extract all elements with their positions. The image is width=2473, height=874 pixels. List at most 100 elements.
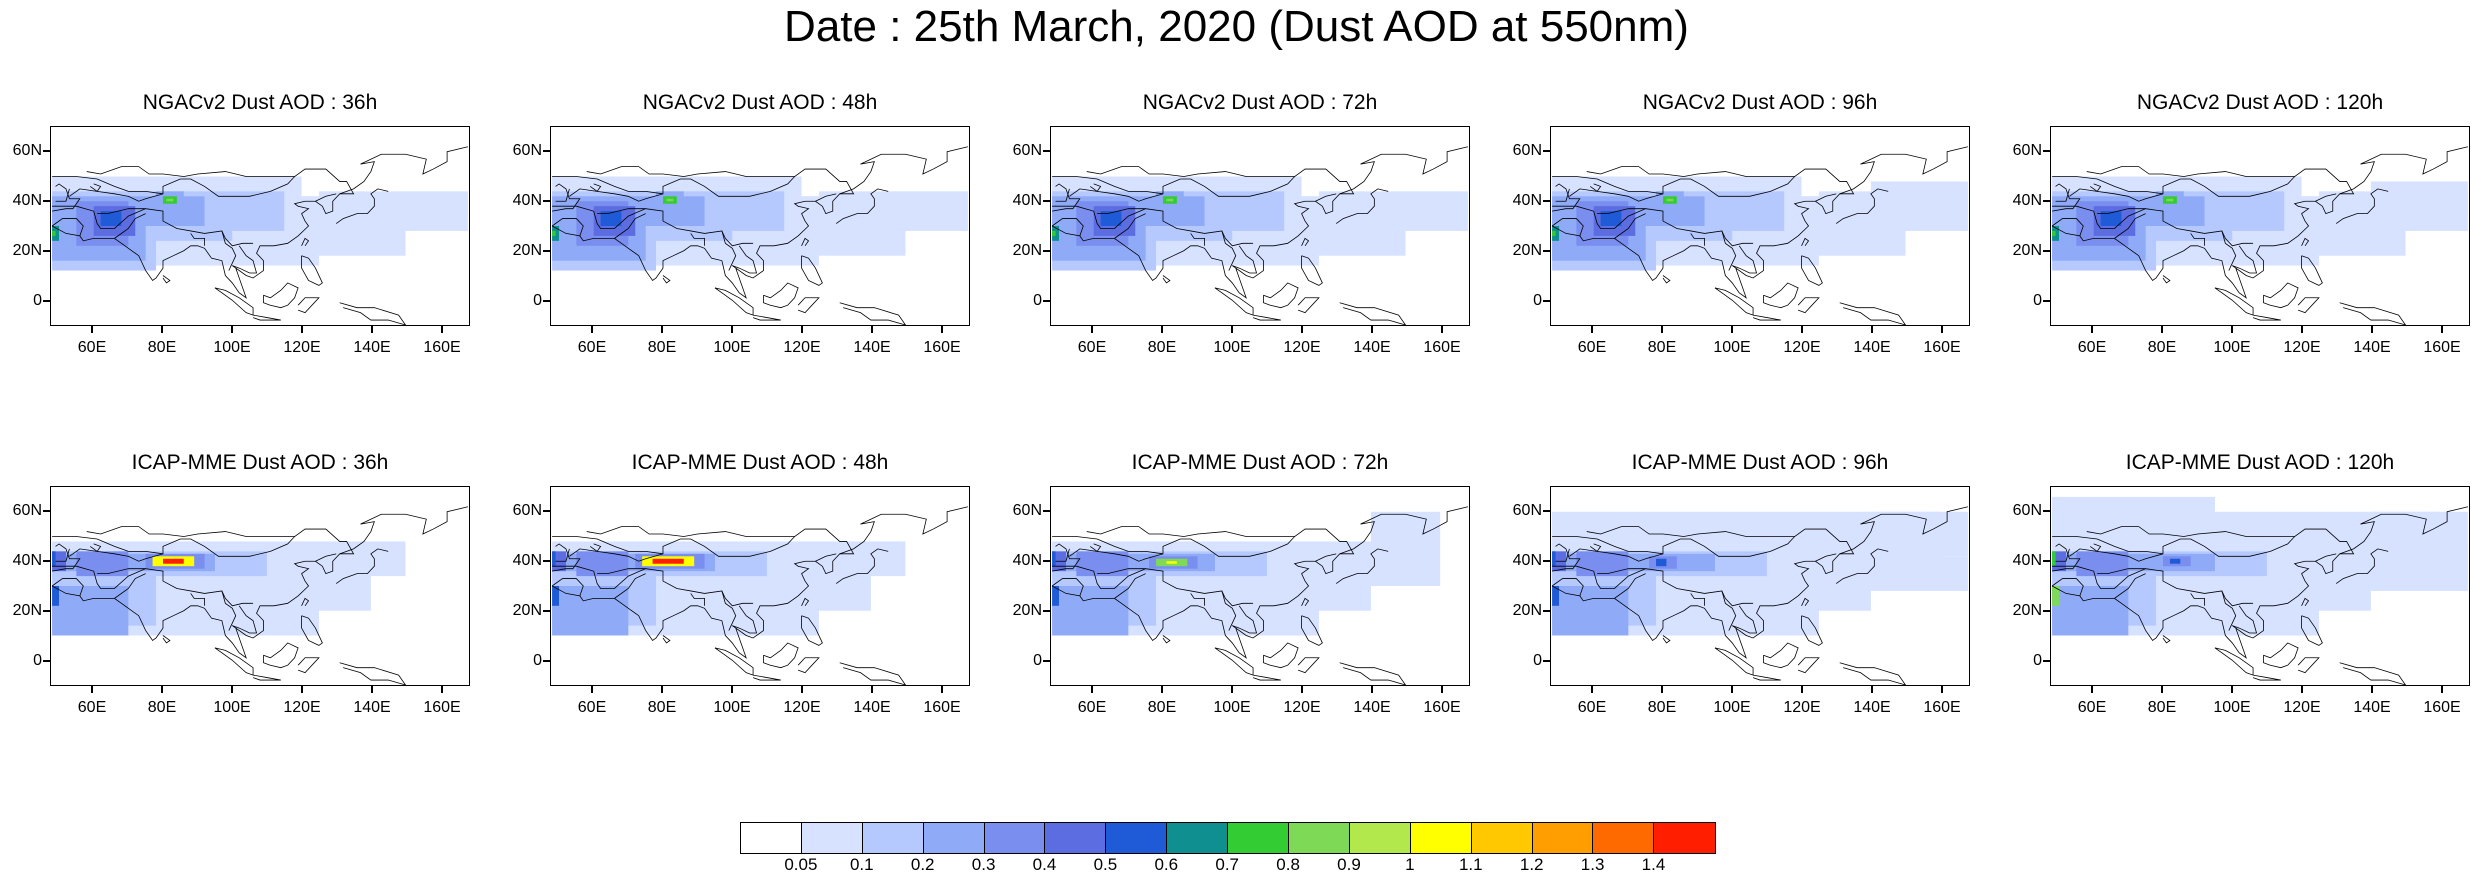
coastline: [1835, 188, 1889, 224]
lat-tick: [1043, 250, 1050, 252]
colorbar-label: 0.7: [1215, 855, 1239, 874]
coastline: [1190, 233, 1205, 246]
lat-label: 20N: [1512, 242, 1542, 259]
coastline: [1555, 188, 1570, 202]
coastline: [1051, 218, 1084, 237]
aod-cell: [1370, 511, 1441, 586]
lon-tick: [1801, 326, 1803, 333]
coastline: [214, 647, 254, 676]
colorbar-swatch: [1167, 823, 1229, 853]
coastline: [114, 573, 146, 599]
lat-tick: [43, 150, 50, 152]
coastline: [721, 590, 737, 631]
colorbar-label: 0.4: [1032, 855, 1057, 874]
coastline: [190, 593, 205, 606]
coastline: [2086, 166, 2295, 177]
map-panel: NGACv2 Dust AOD : 72h 60N 40N 20N 0 60E 80E 100…: [1013, 91, 1470, 356]
aod-cell: [552, 586, 629, 636]
coastline: [1301, 597, 1310, 607]
lon-label: 60E: [1077, 699, 1107, 716]
coastline: [2263, 282, 2299, 309]
colorbar-label: 1.1: [1458, 855, 1483, 874]
coastline: [752, 674, 781, 681]
lat-label: 60N: [512, 142, 542, 159]
aod-cell: [666, 198, 674, 202]
coastlines: [2051, 146, 2468, 325]
lon-tick: [731, 686, 733, 693]
lon-label: 160E: [1923, 339, 1961, 356]
lat-tick: [2043, 200, 2050, 202]
coastline: [1263, 642, 1299, 669]
coastline: [1835, 548, 1889, 584]
aod-cell: [52, 230, 56, 236]
coastline: [662, 635, 671, 644]
coastline: [1551, 506, 1968, 659]
coastline: [732, 605, 758, 634]
coastline: [1801, 615, 1823, 646]
coastline: [52, 176, 164, 195]
coastline: [1052, 536, 1164, 555]
coastline: [614, 213, 646, 239]
coastline: [1114, 213, 1146, 239]
coastline: [214, 287, 254, 316]
lon-label: 160E: [923, 339, 961, 356]
coastline: [551, 218, 584, 237]
coastline: [2190, 593, 2205, 606]
coastline: [1297, 297, 1320, 314]
lat-label: 0: [2033, 292, 2042, 309]
lat-label: 60N: [1512, 142, 1542, 159]
coastline: [89, 183, 102, 192]
lon-label: 120E: [783, 339, 821, 356]
coastline: [2052, 565, 2254, 607]
coastline: [552, 176, 664, 195]
aod-cell: [2052, 586, 2060, 606]
coastline: [801, 255, 823, 286]
panel-title: NGACv2 Dust AOD : 36h: [142, 91, 378, 114]
lon-tick: [1871, 326, 1873, 333]
lat-tick: [1543, 200, 1550, 202]
lon-tick: [1591, 326, 1593, 333]
coastline: [1552, 183, 1581, 212]
coastline: [2051, 218, 2084, 237]
aod-cell: [1552, 226, 1560, 241]
aod-cell: [100, 211, 122, 226]
aod-field: [552, 176, 968, 271]
coastline: [52, 536, 164, 555]
aod-cell: [1100, 211, 1122, 226]
coastline: [221, 590, 237, 631]
coastline: [815, 553, 837, 562]
aod-map: [50, 486, 470, 686]
aod-cell: [1076, 551, 1129, 577]
lon-tick: [1441, 686, 1443, 693]
lon-tick: [2161, 686, 2163, 693]
lat-tick: [43, 560, 50, 562]
lon-tick: [1871, 686, 1873, 693]
lon-label: 80E: [647, 339, 677, 356]
coastline: [55, 188, 70, 202]
coastline: [1335, 188, 1389, 224]
coastline: [1315, 553, 1337, 562]
coastline: [2051, 506, 2468, 659]
lat-tick: [1543, 610, 1550, 612]
coastline: [1569, 168, 1855, 202]
coastline: [2055, 188, 2070, 202]
lon-label: 120E: [783, 699, 821, 716]
map-panel: ICAP-MME Dust AOD : 120h 60N 40N 20N 0 60E 80E…: [2013, 451, 2470, 716]
lon-tick: [441, 326, 443, 333]
coastline: [2232, 605, 2258, 634]
coastline: [2301, 597, 2310, 607]
lon-label: 60E: [2077, 339, 2107, 356]
lon-tick: [2301, 326, 2303, 333]
coastline: [2232, 245, 2258, 274]
lat-label: 60N: [1012, 142, 1042, 159]
coastline: [2055, 548, 2070, 562]
lon-tick: [1731, 686, 1733, 693]
panel-title: ICAP-MME Dust AOD : 36h: [131, 451, 389, 474]
coastline: [714, 287, 754, 316]
colorbar-label: 1.3: [1580, 855, 1605, 874]
lat-tick: [1543, 250, 1550, 252]
coastline: [1051, 506, 1468, 659]
lon-tick: [1091, 686, 1093, 693]
coastline: [1597, 208, 1646, 215]
coastline: [2162, 635, 2171, 644]
